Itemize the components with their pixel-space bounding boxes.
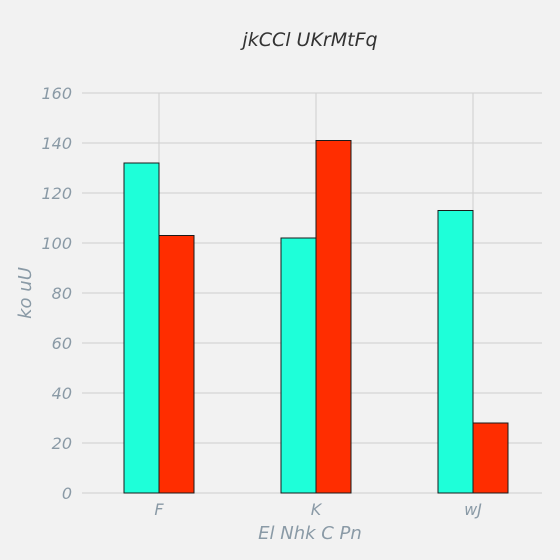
y-tick-label: 80 <box>52 284 72 303</box>
bars <box>123 140 509 494</box>
y-tick-label: 120 <box>41 184 72 203</box>
y-tick-label: 60 <box>52 334 72 353</box>
bar-series-2-F <box>158 235 195 494</box>
y-tick-label: 140 <box>41 134 72 153</box>
chart-title: jkCCl UKrMtFq <box>239 29 377 51</box>
x-tick-label: wJ <box>464 500 482 519</box>
x-tick-label: F <box>154 500 164 519</box>
y-tick-label: 40 <box>52 384 72 403</box>
y-tick-label: 160 <box>41 84 72 103</box>
y-tick-label: 20 <box>52 434 72 453</box>
y-tick-label: 0 <box>62 484 72 503</box>
bar-series-2-wJ <box>472 422 509 494</box>
x-tick-label: K <box>311 500 323 519</box>
bar-series-1-F <box>123 162 160 494</box>
x-axis-label: El Nhk C Pn <box>258 523 362 544</box>
y-axis-label: ko uU <box>15 267 36 319</box>
bar-series-2-K <box>315 140 352 494</box>
y-tick-label: 100 <box>41 234 72 253</box>
bar-series-1-wJ <box>437 210 474 494</box>
bar-series-1-K <box>280 237 317 494</box>
